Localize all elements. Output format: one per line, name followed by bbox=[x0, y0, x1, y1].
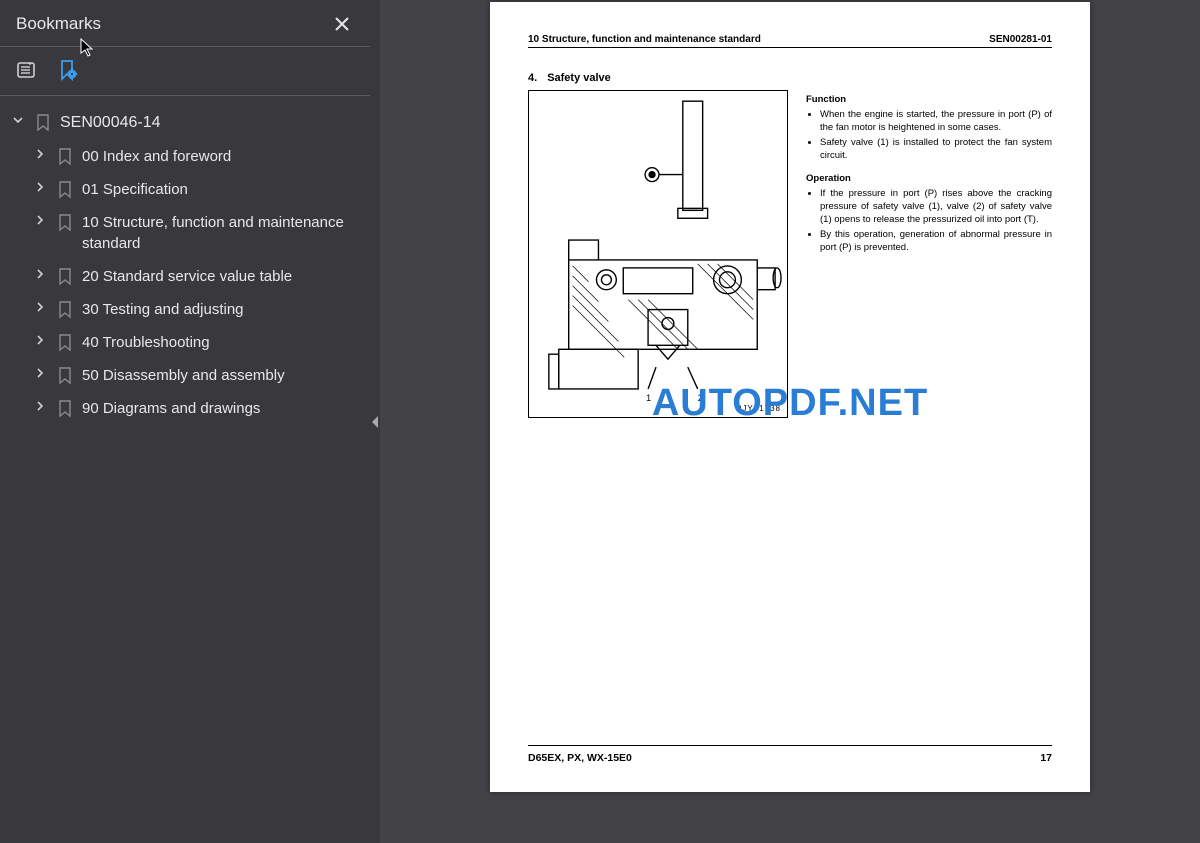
page-header-left: 10 Structure, function and maintenance s… bbox=[528, 34, 761, 45]
bookmark-gear-icon[interactable] bbox=[54, 57, 82, 85]
page-header-right: SEN00281-01 bbox=[989, 34, 1052, 45]
bookmark-label: 20 Standard service value table bbox=[82, 266, 360, 287]
bookmarks-sidebar: Bookmarks bbox=[0, 0, 370, 843]
section-num: 4. bbox=[528, 72, 537, 84]
pdf-page: 10 Structure, function and maintenance s… bbox=[490, 2, 1090, 792]
section-title: 4. Safety valve bbox=[528, 72, 1052, 84]
bookmark-icon bbox=[56, 367, 74, 385]
safety-valve-diagram: 1 2 9JY01738 bbox=[528, 90, 788, 418]
bookmark-label: 90 Diagrams and drawings bbox=[82, 398, 360, 419]
footer-left: D65EX, PX, WX-15E0 bbox=[528, 752, 632, 764]
operation-list: If the pressure in port (P) rises above … bbox=[806, 188, 1052, 255]
function-bullet: When the engine is started, the pressure… bbox=[820, 109, 1052, 135]
page-body: 1 2 9JY01738 Function When the engine is… bbox=[528, 90, 1052, 418]
page-footer: D65EX, PX, WX-15E0 17 bbox=[528, 745, 1052, 764]
bookmark-icon bbox=[56, 334, 74, 352]
bookmark-label: 00 Index and foreword bbox=[82, 146, 360, 167]
bookmark-item[interactable]: 01 Specification bbox=[6, 173, 364, 206]
page-header: 10 Structure, function and maintenance s… bbox=[528, 34, 1052, 48]
bookmark-item[interactable]: 30 Testing and adjusting bbox=[6, 293, 364, 326]
callout-2: 2 bbox=[698, 393, 703, 403]
bookmark-icon bbox=[56, 400, 74, 418]
section-name: Safety valve bbox=[547, 72, 611, 84]
bookmark-icon bbox=[34, 114, 52, 132]
options-icon[interactable] bbox=[14, 57, 42, 85]
document-view[interactable]: 10 Structure, function and maintenance s… bbox=[380, 0, 1200, 843]
bookmark-icon bbox=[56, 181, 74, 199]
sidebar-header: Bookmarks bbox=[0, 0, 370, 47]
bookmark-item[interactable]: 40 Troubleshooting bbox=[6, 326, 364, 359]
bookmark-label: 40 Troubleshooting bbox=[82, 332, 360, 353]
chevron-left-icon bbox=[372, 416, 378, 428]
function-list: When the engine is started, the pressure… bbox=[806, 109, 1052, 163]
bookmark-icon bbox=[56, 148, 74, 166]
bookmark-label: 01 Specification bbox=[82, 179, 360, 200]
chevron-right-icon[interactable] bbox=[32, 400, 48, 412]
operation-bullet: If the pressure in port (P) rises above … bbox=[820, 188, 1052, 226]
bookmark-icon bbox=[56, 214, 74, 232]
operation-bullet: By this operation, generation of abnorma… bbox=[820, 229, 1052, 255]
bookmark-item[interactable]: 90 Diagrams and drawings bbox=[6, 392, 364, 425]
bookmark-icon bbox=[56, 301, 74, 319]
chevron-right-icon[interactable] bbox=[32, 301, 48, 313]
chevron-right-icon[interactable] bbox=[32, 181, 48, 193]
function-heading: Function bbox=[806, 94, 1052, 107]
bookmark-root-label: SEN00046-14 bbox=[60, 112, 360, 134]
bookmark-root[interactable]: SEN00046-14 bbox=[6, 106, 364, 140]
bookmark-item[interactable]: 10 Structure, function and maintenance s… bbox=[6, 206, 364, 260]
chevron-right-icon[interactable] bbox=[32, 214, 48, 226]
bookmark-icon bbox=[56, 268, 74, 286]
operation-heading: Operation bbox=[806, 173, 1052, 186]
close-icon[interactable] bbox=[330, 12, 354, 36]
callout-1: 1 bbox=[646, 393, 651, 403]
chevron-right-icon[interactable] bbox=[32, 367, 48, 379]
bookmark-list: SEN00046-14 00 Index and foreword 01 Spe… bbox=[0, 96, 370, 843]
chevron-right-icon[interactable] bbox=[32, 334, 48, 346]
diagram-id: 9JY01738 bbox=[737, 404, 781, 413]
bookmark-label: 10 Structure, function and maintenance s… bbox=[82, 212, 360, 254]
bookmark-item[interactable]: 00 Index and foreword bbox=[6, 140, 364, 173]
chevron-right-icon[interactable] bbox=[32, 268, 48, 280]
bookmark-label: 50 Disassembly and assembly bbox=[82, 365, 360, 386]
chevron-down-icon[interactable] bbox=[10, 114, 26, 126]
bookmark-label: 30 Testing and adjusting bbox=[82, 299, 360, 320]
bookmark-item[interactable]: 50 Disassembly and assembly bbox=[6, 359, 364, 392]
footer-right: 17 bbox=[1040, 752, 1052, 764]
sidebar-title: Bookmarks bbox=[16, 14, 101, 34]
function-bullet: Safety valve (1) is installed to protect… bbox=[820, 137, 1052, 163]
chevron-right-icon[interactable] bbox=[32, 148, 48, 160]
sidebar-collapse-handle[interactable] bbox=[370, 0, 380, 843]
bookmark-item[interactable]: 20 Standard service value table bbox=[6, 260, 364, 293]
sidebar-toolbar bbox=[0, 47, 370, 96]
description-column: Function When the engine is started, the… bbox=[806, 90, 1052, 418]
